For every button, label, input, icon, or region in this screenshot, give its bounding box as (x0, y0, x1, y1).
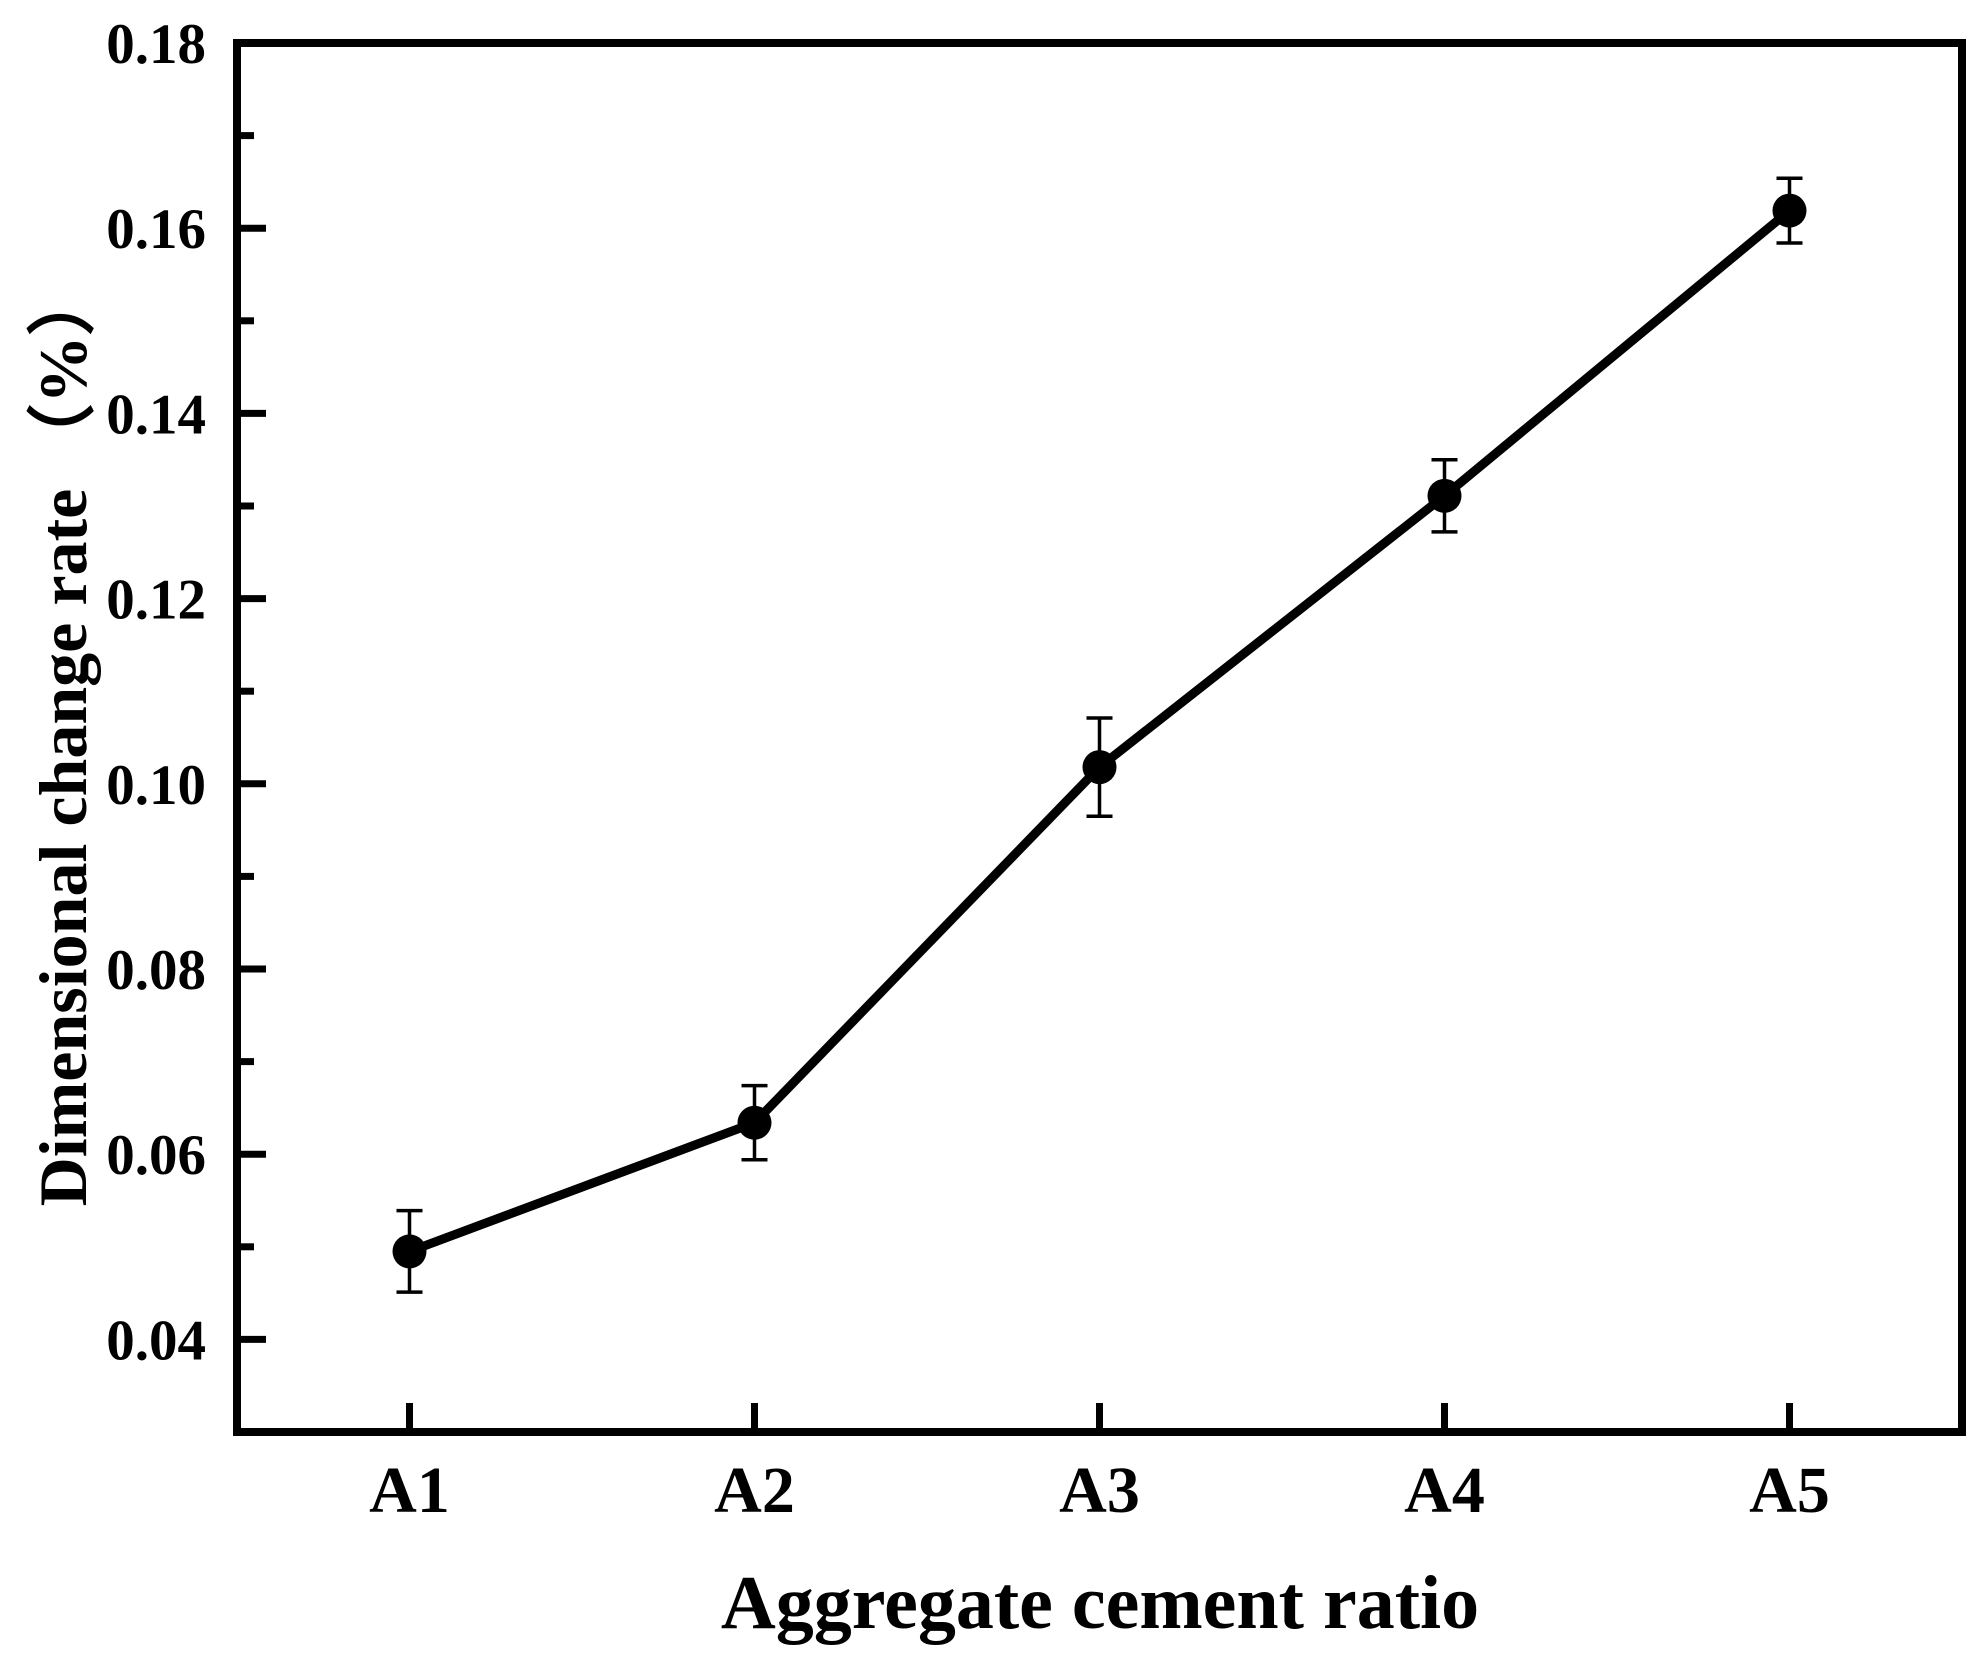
x-category-label: A3 (1059, 1454, 1140, 1527)
x-category-label: A1 (369, 1454, 450, 1527)
y-tick-label: 0.12 (106, 569, 206, 632)
x-category-label: A5 (1749, 1454, 1830, 1527)
y-tick-label: 0.16 (106, 198, 206, 261)
x-axis-ticks (406, 1403, 1793, 1431)
x-axis-title: Aggregate cement ratio (721, 1561, 1479, 1645)
y-axis-ticks (238, 132, 266, 1343)
data-series (392, 176, 1807, 1294)
plot-frame (233, 39, 1966, 1436)
y-tick-label: 0.04 (106, 1309, 206, 1372)
y-tick-label: 0.08 (106, 939, 206, 1002)
y-axis-title: Dimensional change rate （%） (25, 268, 101, 1207)
y-axis-tick-labels: 0.18 0.16 0.14 0.12 0.10 0.08 0.06 0.04 (106, 13, 206, 1372)
y-tick-label: 0.06 (106, 1124, 206, 1187)
data-point-A5 (1772, 193, 1807, 228)
y-tick-label: 0.14 (106, 383, 206, 446)
data-point-A4 (1427, 478, 1462, 513)
x-category-label: A2 (714, 1454, 795, 1527)
data-point-A3 (1082, 750, 1117, 785)
x-category-label: A4 (1404, 1454, 1485, 1527)
y-tick-label: 0.18 (106, 13, 206, 76)
data-point-A2 (737, 1105, 772, 1140)
data-point-A1 (392, 1234, 427, 1269)
y-tick-label: 0.10 (106, 754, 206, 817)
x-axis-category-labels: A1 A2 A3 A4 A5 (369, 1454, 1830, 1527)
